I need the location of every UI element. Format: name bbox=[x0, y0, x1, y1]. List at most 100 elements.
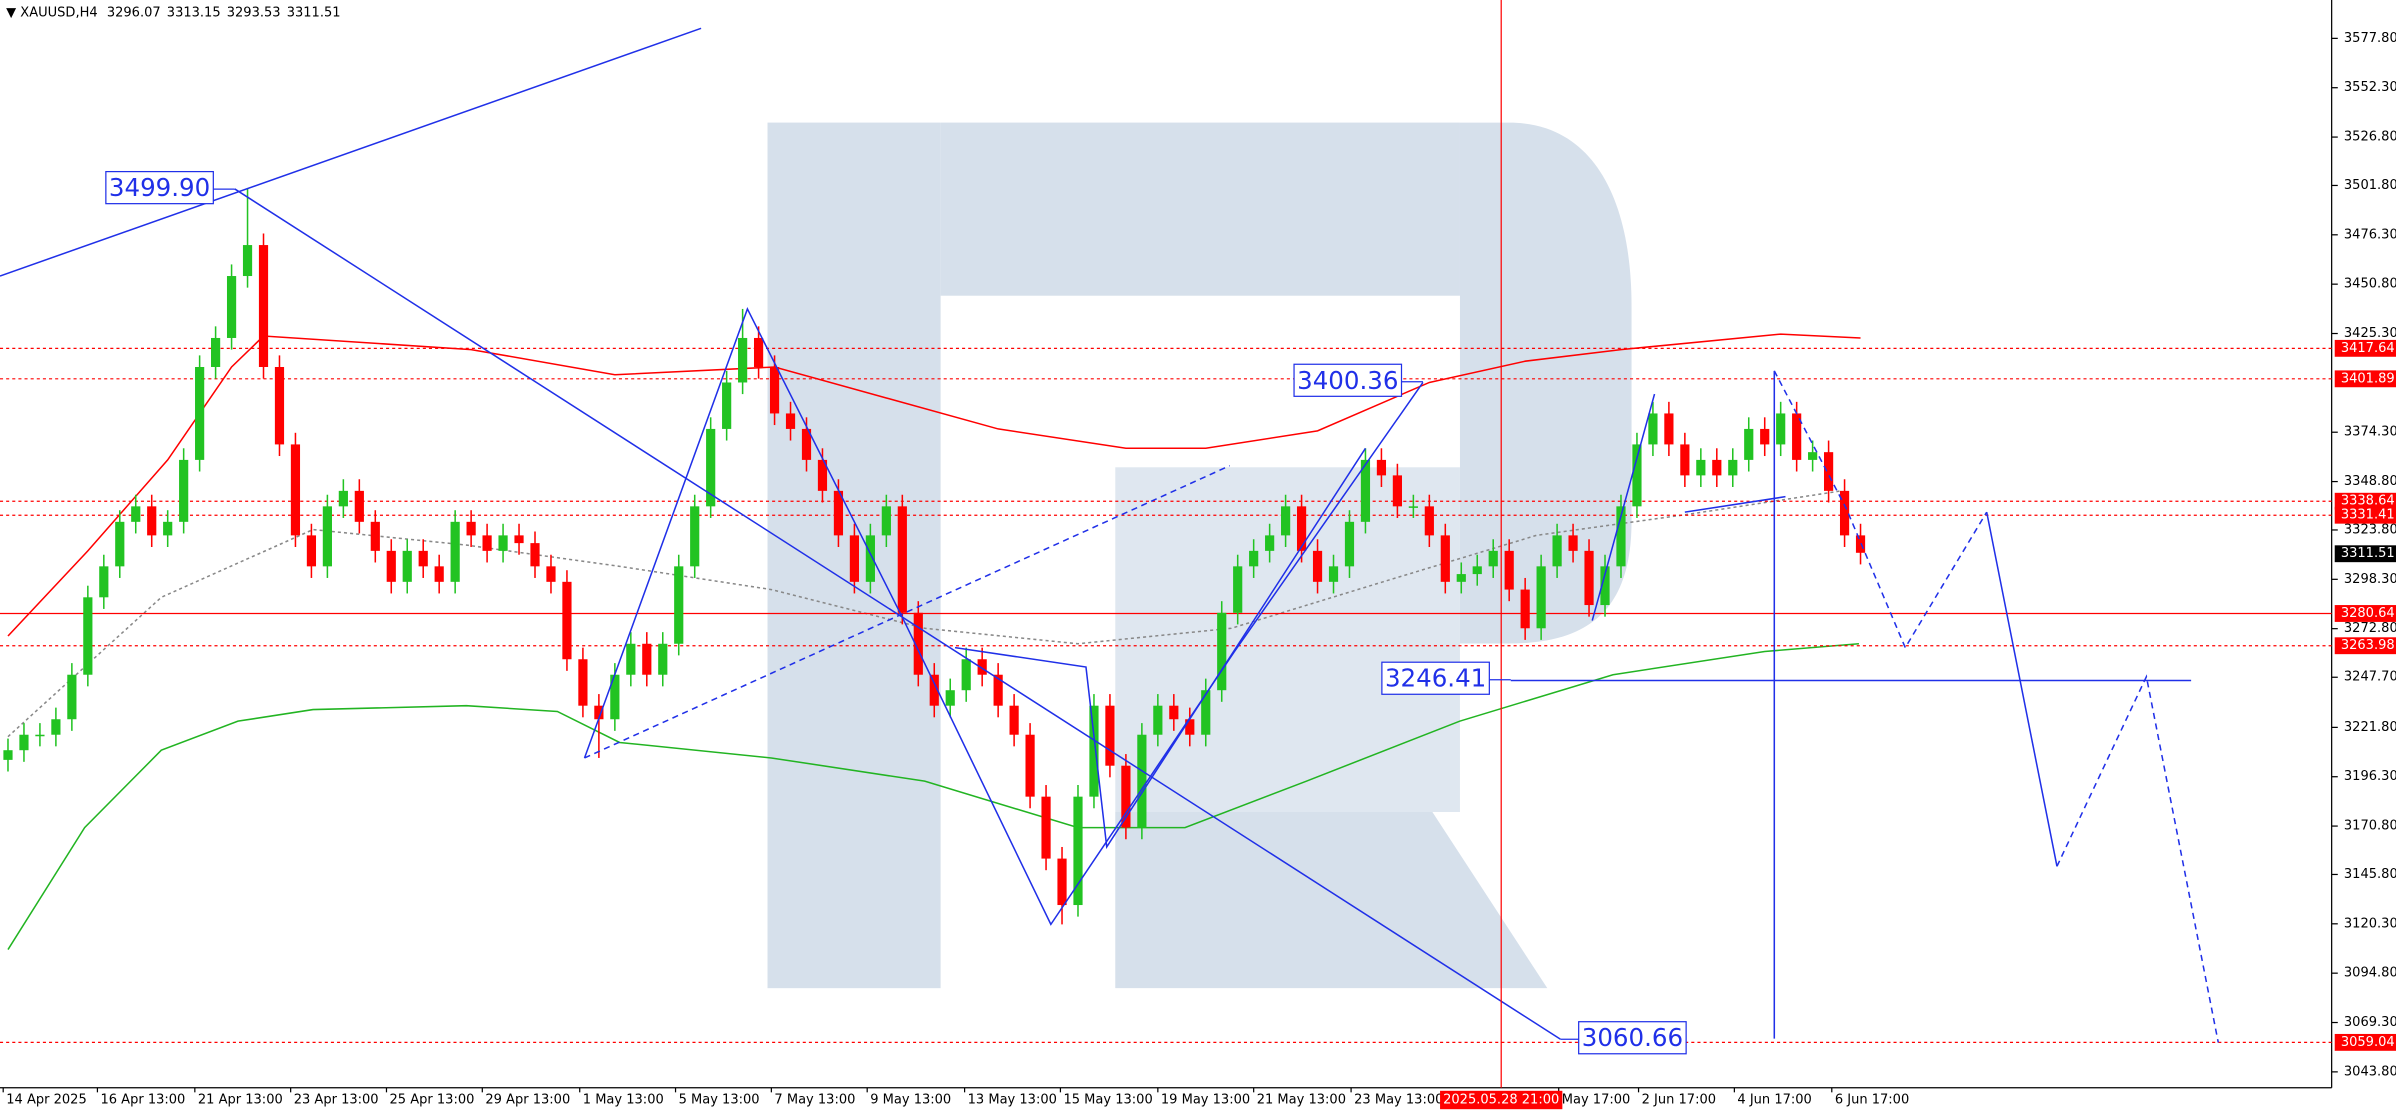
candle-body bbox=[434, 566, 444, 582]
candle-body bbox=[849, 535, 860, 582]
y-tick-label: 3348.80 bbox=[2344, 474, 2396, 489]
candle-body bbox=[1520, 589, 1530, 629]
candle-body bbox=[1712, 459, 1722, 476]
candle-body bbox=[1568, 535, 1578, 551]
candle-body bbox=[99, 566, 109, 598]
y-tick-label: 3094.80 bbox=[2344, 966, 2396, 981]
candle-body bbox=[1217, 612, 1227, 691]
candle-body bbox=[1440, 535, 1450, 582]
candle-body bbox=[67, 674, 77, 720]
candle-body bbox=[674, 566, 684, 644]
candle-body bbox=[738, 337, 748, 383]
level-label: 3059.04 bbox=[2341, 1035, 2395, 1050]
candle-body bbox=[865, 535, 875, 582]
candle-body bbox=[1137, 734, 1147, 828]
candle-body bbox=[163, 521, 173, 536]
level-label: 3401.89 bbox=[2341, 371, 2395, 386]
candle-body bbox=[530, 543, 540, 567]
candle-body bbox=[546, 566, 556, 582]
moving-average bbox=[7, 490, 1842, 738]
candle-body bbox=[722, 382, 732, 429]
candle-body bbox=[35, 734, 45, 737]
candle-body bbox=[610, 674, 620, 720]
candle-body bbox=[897, 506, 907, 613]
level-label: 3417.64 bbox=[2341, 341, 2395, 356]
analysis-line bbox=[583, 307, 1424, 926]
candle-body bbox=[578, 659, 588, 706]
level-label-box bbox=[2334, 339, 2396, 357]
candle-body bbox=[115, 521, 125, 567]
candle-body bbox=[418, 550, 428, 567]
annotation-label: 3400.36 bbox=[1297, 366, 1398, 395]
candle-body bbox=[306, 535, 317, 567]
x-tick-label: 1 May 13:00 bbox=[583, 1092, 664, 1107]
x-tick-label: 29 Apr 13:00 bbox=[485, 1092, 570, 1107]
candle-body bbox=[1696, 459, 1706, 476]
candle-body bbox=[769, 366, 780, 414]
header: ▼ XAUUSD,H4 3296.07 3313.15 3293.53 3311.51 bbox=[6, 5, 340, 20]
y-tick-label: 3247.70 bbox=[2344, 670, 2396, 685]
candle-body bbox=[1584, 550, 1594, 606]
candle-body bbox=[1792, 413, 1802, 460]
y-tick-label: 3221.80 bbox=[2344, 720, 2396, 735]
candle-body bbox=[466, 521, 476, 536]
candle-body bbox=[1456, 574, 1466, 582]
x-tick-label: 13 May 13:00 bbox=[968, 1092, 1057, 1107]
candle-body bbox=[562, 581, 572, 660]
analysis-line bbox=[954, 447, 1367, 850]
symbol: XAUUSD,H4 bbox=[20, 5, 97, 20]
candle-body bbox=[993, 674, 1003, 706]
candle-body bbox=[1392, 475, 1402, 507]
x-tick-label: 16 Apr 13:00 bbox=[100, 1092, 185, 1107]
level-label-box bbox=[2334, 370, 2396, 388]
candle-body bbox=[1041, 796, 1051, 859]
watermark-top bbox=[940, 122, 1460, 296]
level-label: 3311.51 bbox=[2341, 546, 2395, 561]
y-tick-label: 3450.80 bbox=[2344, 277, 2396, 292]
annotation-label: 3060.66 bbox=[1582, 1023, 1683, 1052]
level-label: 3263.98 bbox=[2341, 638, 2395, 653]
moving-average bbox=[7, 642, 1860, 950]
y-tick-label: 3374.30 bbox=[2344, 425, 2396, 440]
y-tick-label: 3272.80 bbox=[2344, 621, 2396, 636]
candle-body bbox=[1057, 858, 1067, 906]
watermark-leg bbox=[1115, 811, 1548, 989]
candle-body bbox=[1153, 705, 1163, 735]
candle-body bbox=[706, 428, 716, 507]
candle-body bbox=[801, 428, 812, 460]
vline-label-box bbox=[1440, 1090, 1563, 1110]
y-tick-label: 3043.80 bbox=[2344, 1064, 2396, 1079]
candle-body bbox=[1073, 796, 1083, 906]
candle-body bbox=[594, 705, 604, 720]
candle-body bbox=[1552, 535, 1562, 567]
y-tick-label: 3120.30 bbox=[2344, 916, 2396, 931]
y-tick-label: 3145.80 bbox=[2344, 867, 2396, 882]
x-tick-label: 15 May 13:00 bbox=[1063, 1092, 1152, 1107]
candle-body bbox=[1536, 566, 1546, 629]
candle-body bbox=[386, 550, 396, 582]
level-label-box bbox=[2334, 506, 2396, 524]
candle-body bbox=[1328, 566, 1339, 582]
candle-body bbox=[1344, 521, 1355, 567]
analysis-line bbox=[1684, 495, 1786, 513]
y-tick-label: 3577.80 bbox=[2344, 31, 2396, 46]
candle-body bbox=[195, 366, 205, 460]
candle-body bbox=[1823, 452, 1834, 491]
candle-body bbox=[1265, 535, 1275, 551]
x-tick-label: 5 May 13:00 bbox=[679, 1092, 760, 1107]
y-tick-label: 3298.30 bbox=[2344, 572, 2396, 587]
candle-body bbox=[1281, 506, 1291, 536]
candle-body bbox=[131, 506, 141, 522]
candle-body bbox=[498, 535, 508, 551]
x-tick-label: 25 Apr 13:00 bbox=[390, 1092, 475, 1107]
watermark-bowl bbox=[1459, 122, 1632, 644]
analysis-line bbox=[0, 27, 702, 277]
open-price: 3296.07 bbox=[107, 5, 161, 20]
candle-body bbox=[1360, 459, 1371, 522]
candle-body bbox=[1201, 690, 1211, 735]
candle-body bbox=[833, 490, 844, 536]
candle-body bbox=[482, 535, 492, 551]
analysis-line bbox=[2056, 674, 2220, 1043]
candle-body bbox=[1504, 550, 1514, 590]
x-tick-label: 2 Jun 17:00 bbox=[1642, 1092, 1716, 1107]
